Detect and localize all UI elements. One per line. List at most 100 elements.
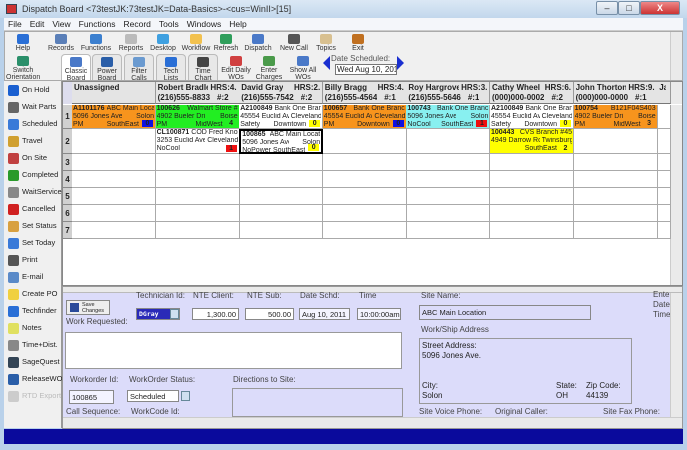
prev-date-arrow-icon[interactable] (323, 56, 330, 70)
grid-cell-empty[interactable] (490, 222, 574, 239)
toolbar-filter-calls-button[interactable]: Filter Calls (124, 54, 154, 82)
menu-windows[interactable]: Windows (186, 19, 222, 29)
grid-cell-empty[interactable] (490, 171, 574, 188)
nte-sub-input[interactable]: 500.00 (245, 308, 294, 320)
grid-cell-empty[interactable] (239, 188, 324, 205)
toolbar-topics-button[interactable]: Topics (306, 34, 346, 52)
column-header-cathy-wheel[interactable]: Cathy Wheel HRS:6. (000)000-0002 #:2 (490, 82, 574, 104)
grid-cell-empty[interactable] (573, 188, 658, 205)
grid-cell-empty[interactable] (573, 205, 658, 222)
sidebar-scheduled-button[interactable]: Scheduled (8, 117, 57, 131)
toolbar-exit-button[interactable]: Exit (338, 34, 378, 52)
workorder-status-input[interactable]: Scheduled (127, 390, 179, 402)
grid-cell-empty[interactable] (490, 205, 574, 222)
toolbar-functions-button[interactable]: Functions (76, 34, 116, 52)
panel-horizontal-scrollbar[interactable] (63, 417, 682, 428)
header-scrollbar[interactable] (670, 82, 682, 104)
column-header-unassigned[interactable]: Unassigned (72, 82, 156, 104)
menu-view[interactable]: View (52, 19, 71, 29)
grid-cell-empty[interactable] (155, 154, 240, 171)
grid-cell-empty[interactable] (72, 222, 156, 239)
sidebar-completed-button[interactable]: Completed (8, 168, 58, 182)
column-header-john-thorton[interactable]: John Thorton HRS:9. (000)000-0000 #:1 (573, 82, 658, 104)
workorder-card[interactable]: CL100871 COD Fred Knox 3253 Euclid Ave. Cle… (155, 129, 240, 154)
grid-cell-empty[interactable] (406, 129, 491, 154)
workorder-card[interactable]: 100626 Walmart Store #4902 Bueler Drive Bo… (155, 105, 240, 129)
grid-cell-empty[interactable] (322, 129, 407, 154)
grid-cell-empty[interactable] (322, 188, 407, 205)
grid-cell-empty[interactable] (490, 154, 574, 171)
toolbar-tech-lists-button[interactable]: Tech Lists (156, 54, 186, 82)
sidebar-create-po-button[interactable]: Create PO (8, 287, 57, 301)
sidebar-on-site-button[interactable]: On Site (8, 151, 47, 165)
save-changes-button[interactable]: Save Changes (66, 300, 110, 315)
toolbar-switch-orientation-button[interactable]: Switch Orientation (6, 54, 40, 81)
grid-cell-empty[interactable] (406, 188, 491, 205)
site-name-input[interactable]: ABC Main Location (419, 305, 591, 320)
toolbar-edit-daily-wos-button[interactable]: Edit Daily WOs (219, 54, 253, 81)
column-header-david-gray[interactable]: David Gray HRS:2. (216)555-7542 #:2 (239, 82, 324, 104)
grid-cell-empty[interactable] (72, 171, 156, 188)
panel-top-scrollbar[interactable] (63, 287, 682, 293)
grid-cell-empty[interactable] (657, 171, 672, 188)
grid-cell-empty[interactable] (406, 205, 491, 222)
nte-client-input[interactable]: 1,300.00 (192, 308, 239, 320)
column-header-jac[interactable]: Jac(000 (657, 82, 672, 104)
date-scheduled-input[interactable]: Wed Aug 10, 2011 (335, 64, 397, 75)
workorder-card[interactable]: A1101176 ABC Main Locat 5096 Jones Ave. Sol… (72, 105, 156, 129)
toolbar-classic-board-button[interactable]: Classic Board (61, 54, 91, 82)
grid-cell-empty[interactable] (72, 129, 156, 154)
column-header-billy-bragg[interactable]: Billy Bragg HRS:4. (216)555-4564 #:1 (322, 82, 407, 104)
next-date-arrow-icon[interactable] (397, 56, 404, 70)
sidebar-notes-button[interactable]: Notes (8, 321, 42, 335)
grid-cell-empty[interactable] (573, 154, 658, 171)
toolbar-desktop-button[interactable]: Desktop (143, 34, 183, 52)
menu-file[interactable]: File (8, 19, 22, 29)
grid-cell-empty[interactable] (239, 222, 324, 239)
technician-input[interactable]: DGray (136, 308, 180, 320)
sidebar-print-button[interactable]: Print (8, 253, 37, 267)
sidebar-sagequest-button[interactable]: SageQuest (8, 355, 60, 369)
date-schd-input[interactable]: Aug 10, 2011 (299, 308, 350, 320)
column-header-roy-hargrove[interactable]: Roy Hargrove HRS:3. (216)555-5646 #:1 (406, 82, 491, 104)
grid-cell-empty[interactable] (72, 188, 156, 205)
sidebar-on-hold-button[interactable]: On Hold (8, 83, 50, 97)
column-header-robert-bradley[interactable]: Robert BradleyHRS:4.(216)555-8833 #:2 (155, 82, 240, 104)
sidebar-techfinder-button[interactable]: Techfinder (8, 304, 57, 318)
menu-functions[interactable]: Functions (78, 19, 116, 29)
grid-cell-empty[interactable] (657, 129, 672, 154)
time-input[interactable]: 10:00:00am (357, 308, 401, 320)
grid-cell-empty[interactable] (657, 222, 672, 239)
grid-cell-empty[interactable] (573, 129, 658, 154)
status-lookup-icon[interactable] (181, 391, 190, 401)
grid-vertical-scrollbar[interactable] (670, 105, 682, 285)
grid-cell-empty[interactable] (322, 171, 407, 188)
grid-cell-empty[interactable] (322, 154, 407, 171)
grid-cell-empty[interactable] (573, 222, 658, 239)
workorder-card[interactable]: 100743 Bank One Branc 5096 Jones Ave. Solon… (406, 105, 491, 129)
grid-cell-empty[interactable] (155, 205, 240, 222)
close-button[interactable]: X (640, 1, 680, 15)
maximize-button[interactable]: □ (618, 1, 640, 15)
toolbar-workflow-button[interactable]: Workflow (176, 34, 216, 52)
grid-cell-empty[interactable] (155, 222, 240, 239)
panel-vertical-scrollbar[interactable] (670, 293, 682, 417)
sidebar-e-mail-button[interactable]: E-mail (8, 270, 43, 284)
toolbar-show-all-wos-button[interactable]: Show All WOs (286, 54, 320, 81)
grid-cell-empty[interactable] (155, 171, 240, 188)
grid-cell-empty[interactable] (239, 154, 324, 171)
grid-cell-empty[interactable] (155, 188, 240, 205)
grid-cell-empty[interactable] (406, 222, 491, 239)
grid-cell-empty[interactable] (72, 154, 156, 171)
grid-cell-empty[interactable] (657, 188, 672, 205)
toolbar-refresh-button[interactable]: Refresh (206, 34, 246, 52)
grid-cell-empty[interactable] (72, 205, 156, 222)
toolbar-dispatch-button[interactable]: Dispatch (238, 34, 278, 52)
minimize-button[interactable]: – (596, 1, 618, 15)
sidebar-rtd-export-button[interactable]: RTD Export (8, 389, 61, 403)
sidebar-cancelled-button[interactable]: Cancelled (8, 202, 55, 216)
sidebar-releasewo-button[interactable]: ReleaseWO (8, 372, 62, 386)
